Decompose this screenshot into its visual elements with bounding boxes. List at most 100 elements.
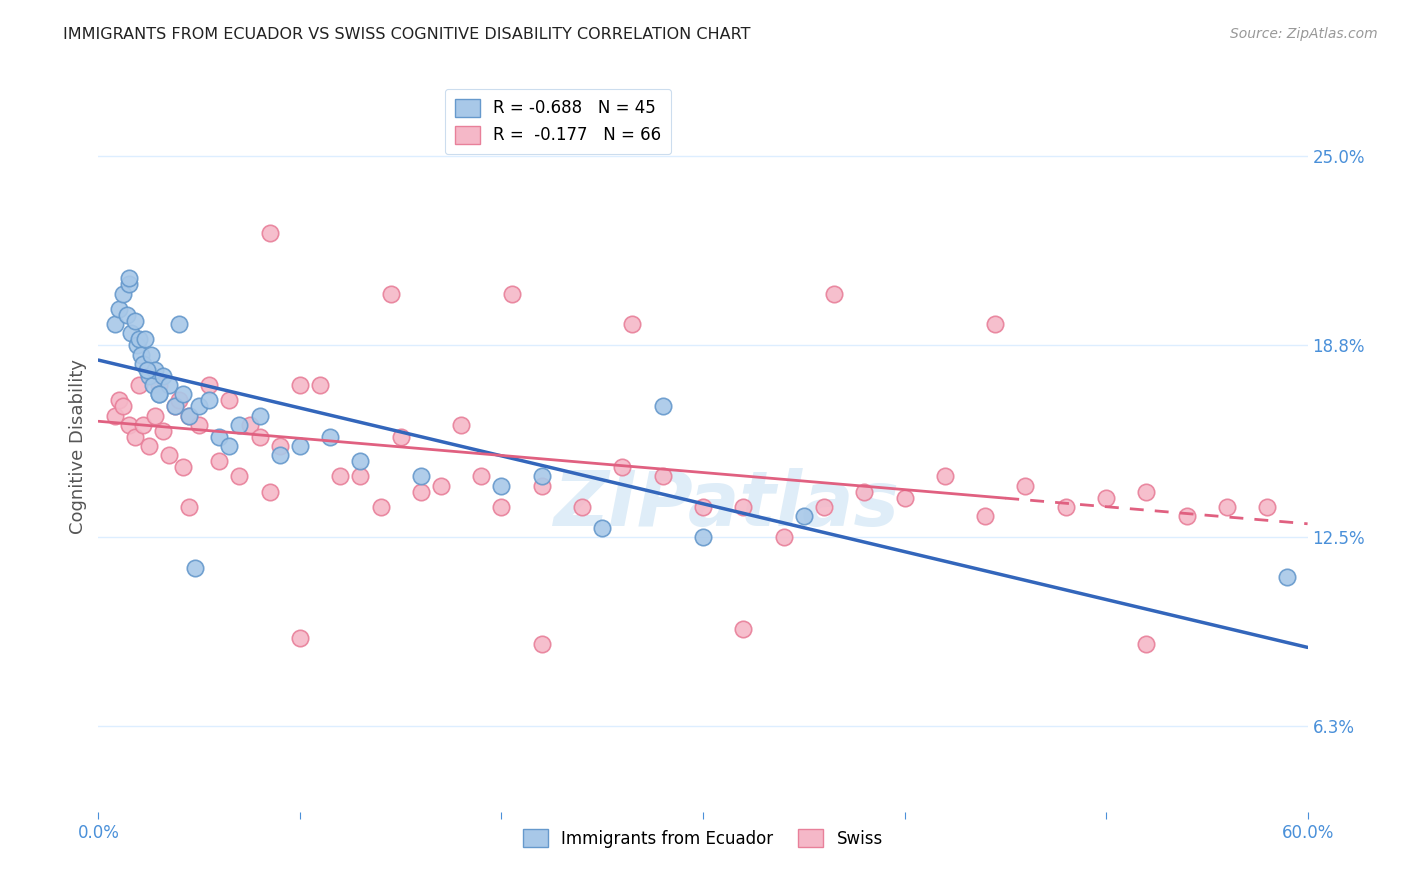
Point [409, 484, 432, 499]
Point [107, 301, 129, 316]
Point [148, 387, 170, 401]
Point [530, 637, 553, 651]
Point [148, 378, 170, 392]
Point [259, 484, 281, 499]
Point [107, 393, 129, 408]
Point [380, 286, 402, 301]
Point [148, 387, 170, 401]
Point [138, 368, 160, 383]
Point [389, 430, 412, 444]
Point [157, 378, 180, 392]
Point [143, 363, 166, 377]
Point [103, 317, 125, 331]
Point [571, 500, 593, 514]
Point [135, 363, 157, 377]
Point [1135, 484, 1157, 499]
Point [692, 500, 714, 514]
Point [288, 378, 311, 392]
Legend: Immigrants from Ecuador, Swiss: Immigrants from Ecuador, Swiss [516, 822, 890, 855]
Point [733, 500, 755, 514]
Point [409, 469, 432, 483]
Point [470, 469, 492, 483]
Point [329, 469, 352, 483]
Point [111, 286, 134, 301]
Point [1135, 637, 1157, 651]
Point [188, 417, 211, 432]
Point [984, 317, 1007, 331]
Point [651, 469, 673, 483]
Text: Source: ZipAtlas.com: Source: ZipAtlas.com [1230, 27, 1378, 41]
Point [152, 368, 174, 383]
Point [142, 378, 165, 392]
Point [218, 439, 240, 453]
Point [349, 469, 371, 483]
Point [125, 338, 148, 352]
Point [163, 400, 186, 414]
Text: ZIPatlas: ZIPatlas [554, 467, 900, 541]
Point [132, 357, 155, 371]
Point [733, 622, 755, 636]
Point [163, 400, 186, 414]
Point [793, 509, 815, 524]
Text: IMMIGRANTS FROM ECUADOR VS SWISS COGNITIVE DISABILITY CORRELATION CHART: IMMIGRANTS FROM ECUADOR VS SWISS COGNITI… [63, 27, 751, 42]
Point [530, 478, 553, 492]
Point [612, 460, 634, 475]
Point [152, 424, 174, 438]
Point [853, 484, 876, 499]
Point [370, 500, 392, 514]
Point [179, 500, 201, 514]
Point [208, 430, 231, 444]
Point [249, 409, 271, 423]
Point [143, 409, 166, 423]
Point [172, 387, 194, 401]
Y-axis label: Cognitive Disability: Cognitive Disability [69, 359, 87, 533]
Point [491, 500, 513, 514]
Point [128, 332, 150, 346]
Point [128, 378, 150, 392]
Point [1175, 509, 1198, 524]
Point [239, 417, 262, 432]
Point [1014, 478, 1036, 492]
Point [934, 469, 956, 483]
Point [218, 393, 240, 408]
Point [172, 460, 194, 475]
Point [124, 314, 146, 328]
Point [188, 400, 211, 414]
Point [309, 378, 332, 392]
Point [132, 417, 155, 432]
Point [319, 430, 342, 444]
Point [103, 409, 125, 423]
Point [269, 448, 291, 462]
Point [118, 277, 141, 292]
Point [288, 439, 311, 453]
Point [288, 631, 311, 645]
Point [450, 417, 472, 432]
Point [179, 409, 201, 423]
Point [259, 226, 281, 240]
Point [1277, 570, 1299, 584]
Point [198, 378, 221, 392]
Point [893, 491, 915, 505]
Point [430, 478, 453, 492]
Point [111, 400, 134, 414]
Point [138, 439, 160, 453]
Point [184, 561, 207, 575]
Point [157, 448, 180, 462]
Point [974, 509, 997, 524]
Point [1216, 500, 1239, 514]
Point [228, 417, 250, 432]
Point [120, 326, 142, 341]
Point [269, 439, 291, 453]
Point [621, 317, 644, 331]
Point [118, 417, 141, 432]
Point [530, 469, 553, 483]
Point [167, 317, 190, 331]
Point [179, 409, 201, 423]
Point [208, 454, 231, 468]
Point [501, 286, 523, 301]
Point [591, 521, 613, 535]
Point [134, 332, 156, 346]
Point [139, 347, 162, 362]
Point [118, 271, 141, 285]
Point [124, 430, 146, 444]
